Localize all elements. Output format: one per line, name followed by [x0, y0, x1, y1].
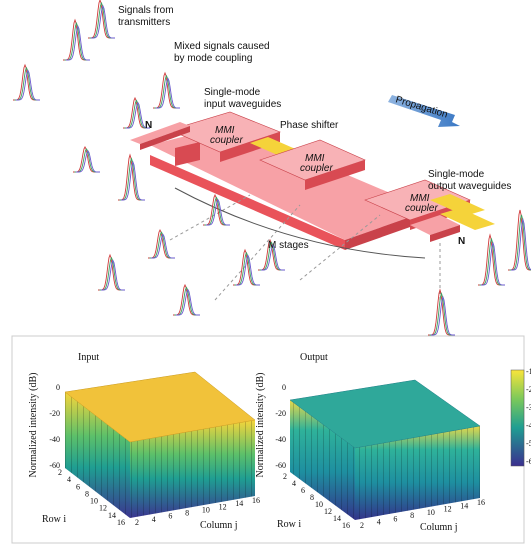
output-block — [289, 379, 481, 520]
z-tick-label: -40 — [275, 435, 286, 444]
z-tick-label: 0 — [56, 383, 60, 392]
row-tick-label: 16 — [117, 518, 125, 527]
column-tick-label: 12 — [444, 505, 452, 514]
z-tick-label: -40 — [49, 435, 60, 444]
peak — [101, 259, 125, 291]
label: coupler — [405, 203, 438, 214]
axis-label: Row i — [277, 519, 301, 530]
peak — [91, 4, 115, 39]
row-tick-label: 6 — [76, 482, 80, 491]
peak — [511, 217, 531, 271]
column-tick-label: 14 — [460, 501, 468, 510]
row-tick-label: 12 — [324, 507, 332, 516]
input-block — [64, 371, 256, 518]
row-tick-label: 16 — [342, 521, 350, 530]
column-tick-label: 2 — [135, 518, 139, 527]
column-tick-label: 16 — [477, 498, 485, 507]
row-tick-label: 2 — [58, 468, 62, 477]
peak — [66, 25, 90, 61]
column-tick-label: 6 — [393, 514, 397, 523]
row-tick-label: 14 — [333, 514, 341, 523]
label: output waveguides — [428, 181, 511, 192]
peak — [76, 150, 100, 173]
row-tick-label: 8 — [85, 489, 89, 498]
label: coupler — [210, 135, 243, 146]
column-tick-label: 4 — [152, 515, 156, 524]
label: M stages — [268, 240, 309, 251]
column-tick-label: 4 — [377, 518, 381, 527]
z-tick-label: -60 — [275, 461, 286, 470]
peak — [176, 288, 200, 316]
label: N — [145, 120, 152, 131]
column-tick-label: 2 — [360, 521, 364, 530]
label: N — [458, 236, 465, 247]
row-tick-label: 8 — [310, 493, 314, 502]
row-tick-label: 4 — [292, 479, 296, 488]
peak — [151, 233, 175, 259]
row-tick-label: 4 — [67, 475, 71, 484]
row-tick-label: 6 — [301, 486, 305, 495]
peak — [261, 243, 285, 271]
label: transmitters — [118, 17, 170, 28]
colorbar-tick-label: -4 — [526, 421, 531, 430]
label: by mode coupling — [174, 53, 252, 64]
z-tick-label: -60 — [49, 461, 60, 470]
column-tick-label: 6 — [168, 512, 172, 521]
label: coupler — [300, 163, 333, 174]
row-tick-label: 2 — [283, 472, 287, 481]
axis-label: Normalized intensity (dB) — [28, 373, 39, 478]
row-tick-label: 10 — [90, 497, 98, 506]
signal-peaks — [13, 0, 531, 336]
z-tick-label: 0 — [282, 383, 286, 392]
row-tick-label: 12 — [99, 504, 107, 513]
plot-title: Input — [78, 352, 99, 363]
label: input waveguides — [204, 99, 281, 110]
colorbar — [510, 369, 525, 467]
column-tick-label: 10 — [202, 505, 210, 514]
peak — [236, 254, 260, 286]
peak — [16, 69, 40, 101]
label: Single-mode — [428, 169, 485, 180]
axis-label: Normalized intensity (dB) — [255, 373, 266, 478]
column-tick-label: 16 — [252, 496, 260, 505]
row-tick-label: 10 — [315, 500, 323, 509]
peak — [156, 77, 180, 109]
label: Phase shifter — [280, 120, 339, 131]
peak — [126, 101, 150, 129]
peak — [481, 241, 505, 286]
colorbar-tick-label: -1 — [526, 367, 531, 376]
peak — [431, 295, 455, 336]
label: Propagation — [394, 94, 449, 120]
chip — [130, 95, 495, 250]
axis-label: Row i — [42, 514, 66, 525]
label: MMI — [215, 125, 235, 136]
label: Mixed signals caused — [174, 41, 270, 52]
label: MMI — [305, 153, 325, 164]
axis-label: Column j — [420, 522, 458, 533]
colorbar-tick-label: -5 — [526, 439, 531, 448]
z-tick-label: -20 — [49, 409, 60, 418]
column-tick-label: 14 — [235, 499, 243, 508]
colorbar-tick-label: -6 — [526, 457, 531, 466]
column-tick-label: 12 — [219, 502, 227, 511]
label: Single-mode — [204, 87, 261, 98]
z-tick-label: -20 — [275, 409, 286, 418]
column-tick-label: 8 — [185, 509, 189, 518]
colorbar-tick-label: -3 — [526, 403, 531, 412]
peak — [206, 198, 230, 226]
plot-title: Output — [300, 352, 328, 363]
axis-label: Column j — [200, 520, 238, 531]
label: MMI — [410, 193, 430, 204]
dashed-guides — [169, 187, 441, 301]
row-tick-label: 14 — [108, 511, 116, 520]
label: Signals from — [118, 5, 174, 16]
column-tick-label: 10 — [427, 508, 435, 517]
column-tick-label: 8 — [410, 511, 414, 520]
peak — [121, 160, 145, 201]
colorbar-tick-label: -2 — [526, 385, 531, 394]
